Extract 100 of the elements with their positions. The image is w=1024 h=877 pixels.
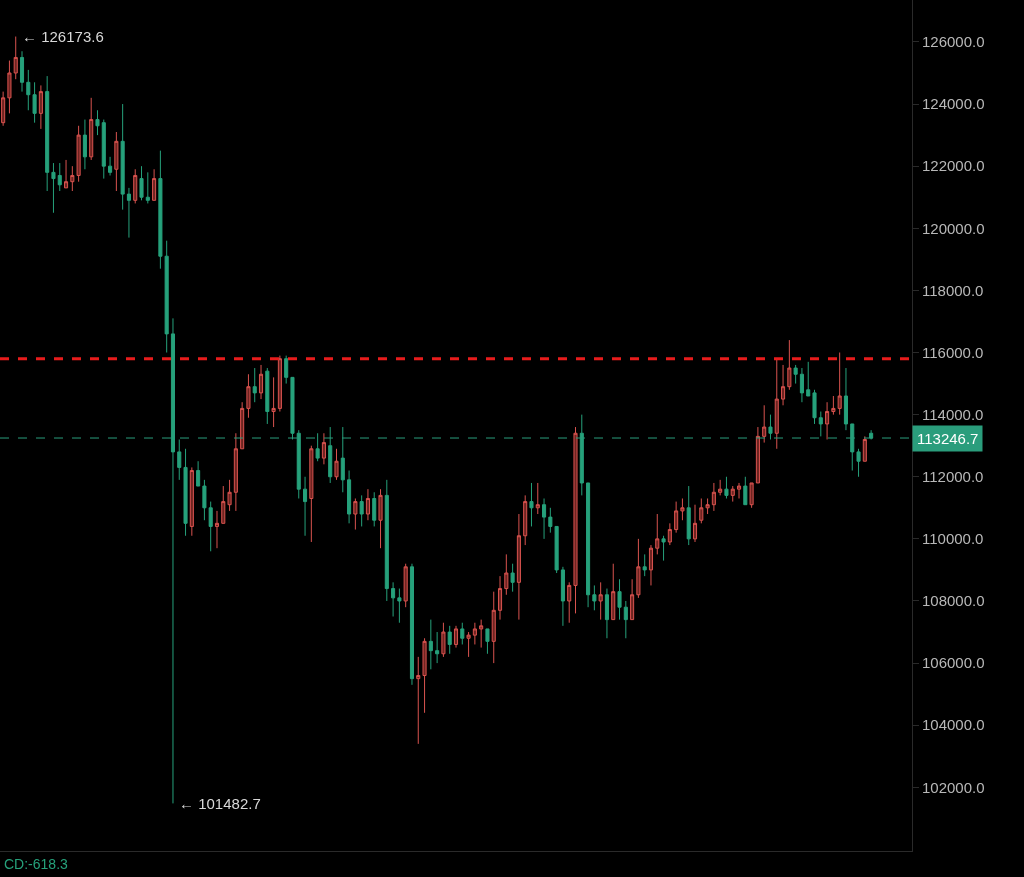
- candlestick: [126, 187, 131, 239]
- candlestick: [736, 482, 742, 499]
- candlestick: [240, 401, 245, 450]
- y-tick-label: 116000.0: [922, 343, 984, 361]
- candlestick: [705, 497, 710, 515]
- candlestick: [674, 501, 679, 534]
- candlestick: [353, 497, 358, 531]
- annotation: ← 101482.7: [179, 795, 261, 812]
- candlestick: [1, 91, 6, 127]
- candlestick: [51, 162, 56, 214]
- candlestick: [661, 535, 666, 562]
- candlestick: [252, 367, 257, 403]
- candlestick: [699, 497, 704, 524]
- candlestick: [774, 358, 779, 450]
- candlestick: [724, 476, 729, 499]
- candlestick: [793, 364, 798, 385]
- candlestick: [233, 432, 238, 512]
- candlestick: [64, 159, 69, 189]
- candlestick: [825, 401, 830, 440]
- candlestick: [718, 479, 723, 496]
- y-tick-label: 108000.0: [922, 592, 985, 610]
- candlestick: [768, 414, 773, 440]
- candlestick: [586, 482, 591, 608]
- candlestick: [391, 581, 396, 618]
- candlestick: [114, 131, 119, 192]
- candlestick: [139, 165, 144, 201]
- candlestick: [781, 364, 786, 406]
- candlestick: [560, 566, 565, 627]
- candlestick: [214, 510, 220, 549]
- candlestick: [277, 355, 282, 413]
- candlestick: [592, 584, 597, 611]
- y-tick-label: 124000.0: [922, 95, 985, 113]
- candlestick: [89, 97, 94, 161]
- candlestick: [177, 438, 182, 481]
- candlestick: [529, 482, 534, 527]
- candlestick: [189, 466, 194, 537]
- candlestick: [258, 364, 264, 400]
- candlestick: [45, 75, 50, 192]
- candlestick: [183, 448, 188, 537]
- candlestick: [246, 373, 251, 419]
- candlestick: [196, 460, 201, 487]
- candlestick: [152, 168, 157, 201]
- candlestick: [692, 504, 698, 543]
- y-tick-label: 126000.0: [922, 33, 985, 51]
- candlestick: [120, 103, 125, 211]
- candlestick: [573, 426, 578, 614]
- candlestick: [818, 411, 823, 437]
- candlestick: [26, 69, 31, 111]
- candlestick: [799, 367, 804, 403]
- candlestick: [642, 553, 647, 577]
- candlestick: [479, 619, 484, 649]
- candlestick: [284, 355, 289, 385]
- candlestick: [202, 479, 207, 521]
- candlestick: [397, 588, 402, 624]
- candlestick: [787, 339, 792, 391]
- candlestick: [535, 482, 540, 515]
- candlestick: [409, 563, 415, 686]
- candlestick: [686, 485, 691, 546]
- candlestick: [108, 156, 113, 176]
- candlestick: [57, 162, 62, 192]
- candlestick: [208, 501, 213, 552]
- y-tick-label: 122000.0: [922, 157, 985, 175]
- candlestick: [145, 171, 150, 204]
- ref-line-label: 113246.7: [917, 430, 979, 447]
- candlestick: [334, 448, 339, 481]
- y-tick-label: 110000.0: [922, 530, 984, 548]
- candlestick: [321, 432, 326, 465]
- y-tick-label: 112000.0: [922, 468, 984, 485]
- candlestick: [38, 84, 43, 130]
- candlestick: [856, 448, 861, 478]
- candlestick: [680, 497, 685, 521]
- candlestick: [623, 600, 628, 639]
- candlestick: [604, 588, 609, 639]
- candlestick: [466, 631, 471, 658]
- y-tick-label: 106000.0: [922, 654, 985, 672]
- candlestick: [384, 479, 389, 602]
- candlestick: [365, 488, 370, 521]
- candlestick: [227, 479, 232, 512]
- candlestick: [133, 168, 138, 204]
- candlestick: [516, 513, 521, 621]
- candlestick: [359, 494, 364, 527]
- candlestick: [221, 485, 226, 524]
- candlestick: [485, 628, 490, 655]
- candlestick: [19, 50, 25, 93]
- y-tick-label: 102000.0: [922, 778, 985, 796]
- candlestick: [378, 488, 383, 549]
- candlestick: [101, 119, 106, 180]
- candlestick: [7, 60, 12, 114]
- candlestick: [749, 482, 754, 509]
- candlestick: [862, 435, 867, 462]
- candlestick: [617, 578, 622, 621]
- candlestick: [510, 563, 515, 593]
- candlestick: [309, 445, 314, 543]
- candlestick: [435, 631, 440, 664]
- y-tick-label: 120000.0: [922, 219, 985, 237]
- candlestick: [567, 581, 572, 624]
- annotation: ← 126173.6: [22, 28, 104, 45]
- candlestick: [472, 622, 477, 645]
- candlestick: [491, 591, 496, 664]
- candlestick: [762, 404, 767, 444]
